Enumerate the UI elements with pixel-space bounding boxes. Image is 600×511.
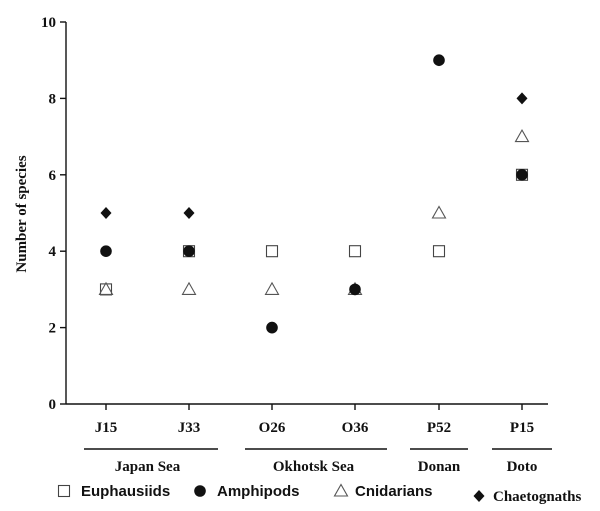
data-point-euphausiids [265, 245, 279, 258]
data-point-chaetognaths [433, 54, 445, 67]
y-tick-label: 0 [49, 397, 57, 413]
group-label: Okhotsk Sea [273, 459, 355, 475]
data-point-cnidarians [514, 128, 530, 143]
legend: Euphausiids Amphipods Cnidarians Chaetognat… [57, 483, 582, 505]
data-point-cnidarians [98, 281, 114, 295]
legend-label: Chaetognaths [493, 489, 582, 505]
data-point-cnidarians [264, 281, 280, 295]
group-label: Doto [507, 459, 538, 475]
y-axis-ticks: 0 2 4 6 8 10 [41, 15, 66, 413]
data-point-cnidarians [181, 281, 197, 295]
data-point-chaetognaths [183, 207, 195, 219]
x-tick-label: P52 [427, 420, 451, 436]
data-point-chaetognaths [516, 92, 528, 105]
data-point-amphipods [183, 245, 195, 257]
data-point-chaetognaths [266, 321, 278, 334]
group-label: Donan [418, 459, 461, 475]
data-point-amphipods [100, 245, 112, 257]
y-axis-title: Number of species [14, 155, 30, 272]
data-point-amphipods [516, 169, 528, 181]
legend-label: Euphausiids [81, 483, 170, 500]
legend-marker [333, 483, 349, 497]
legend-marker [473, 490, 485, 502]
y-tick-label: 10 [41, 15, 56, 31]
y-tick-label: 8 [49, 91, 57, 107]
legend-label: Amphipods [217, 483, 300, 500]
legend-marker [57, 484, 71, 498]
data-point-chaetognaths [349, 283, 361, 296]
data-point-cnidarians [431, 205, 447, 219]
data-point-euphausiids [348, 245, 362, 258]
legend-marker [194, 485, 206, 497]
x-tick-label: O26 [259, 420, 286, 436]
x-tick-label: P15 [510, 420, 534, 436]
legend-label: Cnidarians [355, 483, 433, 500]
group-label: Japan Sea [115, 459, 181, 475]
x-tick-label: J33 [178, 420, 201, 436]
group-labels: Japan Sea Okhotsk Sea Donan Doto [84, 448, 552, 475]
x-axis-ticks: J15 J33 O26 O36 P52 P15 [95, 404, 534, 436]
data-point-euphausiids [432, 245, 446, 258]
data-point-chaetognaths [100, 207, 112, 219]
x-tick-label: J15 [95, 420, 118, 436]
x-tick-label: O36 [342, 420, 369, 436]
y-tick-label: 2 [49, 321, 57, 337]
axes [65, 22, 548, 405]
y-tick-label: 4 [49, 244, 57, 260]
y-tick-label: 6 [49, 168, 57, 184]
data-points [98, 54, 530, 334]
